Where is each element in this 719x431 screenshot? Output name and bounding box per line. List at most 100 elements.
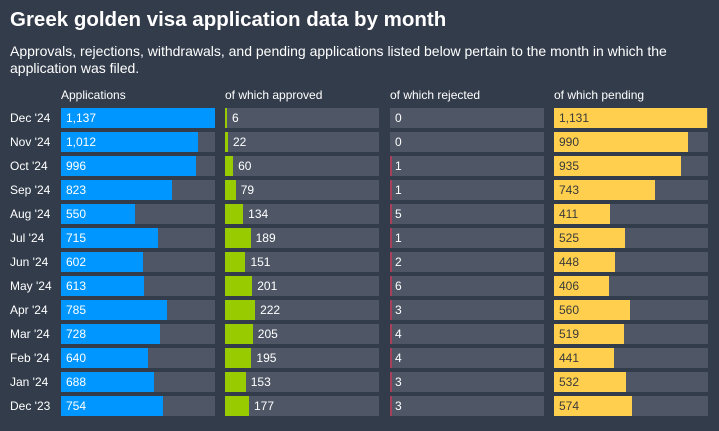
- bar: [225, 132, 228, 152]
- bar: [390, 300, 392, 320]
- bar-track: 823: [61, 180, 215, 200]
- bar: [390, 228, 392, 248]
- data-label: 5: [395, 207, 402, 221]
- row-label: Jul '24: [10, 231, 45, 245]
- bar-track: 151: [225, 252, 379, 272]
- bar-track: 2: [390, 252, 544, 272]
- bar-track: 688: [61, 372, 215, 392]
- data-label: 550: [66, 207, 87, 221]
- bar-track: 519: [554, 324, 708, 344]
- bar-track: 0: [390, 108, 544, 128]
- bar-track: 448: [554, 252, 708, 272]
- bar: [554, 324, 625, 344]
- bar-track: 574: [554, 396, 708, 416]
- bar: [390, 276, 392, 296]
- data-label: 688: [66, 375, 87, 389]
- bar-track: 441: [554, 348, 708, 368]
- bar: [390, 324, 392, 344]
- bar-track: 6: [390, 276, 544, 296]
- bar: [225, 372, 246, 392]
- bar-track: 743: [554, 180, 708, 200]
- bar-track: 6: [225, 108, 379, 128]
- data-label: 195: [256, 351, 277, 365]
- data-label: 1,131: [559, 111, 590, 125]
- row-label: Nov '24: [10, 135, 51, 149]
- bar: [225, 228, 251, 248]
- row-label: Jun '24: [10, 255, 49, 269]
- bar: [61, 180, 173, 200]
- bar: [554, 132, 689, 152]
- data-label: 574: [559, 399, 580, 413]
- data-label: 935: [559, 159, 580, 173]
- bar: [61, 204, 136, 224]
- bar-track: 1: [390, 180, 544, 200]
- bar-track: 785: [61, 300, 215, 320]
- bar: [554, 180, 655, 200]
- bar: [225, 204, 244, 224]
- chart-subtitle: Approvals, rejections, withdrawals, and …: [10, 43, 667, 76]
- bar: [225, 252, 246, 272]
- data-label: 532: [559, 375, 580, 389]
- bar-track: 728: [61, 324, 215, 344]
- bar: [554, 276, 609, 296]
- data-label: 1: [395, 231, 402, 245]
- bar-track: 60: [225, 156, 379, 176]
- bar-track: 177: [225, 396, 379, 416]
- bar: [61, 372, 155, 392]
- bar: [390, 372, 392, 392]
- data-label: 2: [395, 255, 402, 269]
- data-label: 990: [559, 135, 580, 149]
- data-label: 743: [559, 183, 580, 197]
- bar-track: 1: [390, 156, 544, 176]
- bar-track: 411: [554, 204, 708, 224]
- data-label: 60: [238, 159, 252, 173]
- bar: [554, 396, 632, 416]
- data-label: 823: [66, 183, 87, 197]
- bar-track: 22: [225, 132, 379, 152]
- row-label: Oct '24: [10, 159, 48, 173]
- data-label: 3: [395, 375, 402, 389]
- bar-track: 3: [390, 396, 544, 416]
- bar-track: 5: [390, 204, 544, 224]
- data-label: 4: [395, 351, 402, 365]
- data-label: 134: [248, 207, 269, 221]
- data-label: 519: [559, 327, 580, 341]
- bar: [390, 252, 392, 272]
- bar-track: 1,131: [554, 108, 708, 128]
- bar: [554, 348, 614, 368]
- data-label: 640: [66, 351, 87, 365]
- data-label: 153: [250, 375, 271, 389]
- data-label: 441: [559, 351, 580, 365]
- bar: [554, 228, 626, 248]
- bar: [225, 276, 253, 296]
- data-label: 1: [395, 183, 402, 197]
- bar: [390, 156, 392, 176]
- data-label: 0: [395, 111, 402, 125]
- bar: [61, 252, 143, 272]
- bar-track: 640: [61, 348, 215, 368]
- bar-track: 602: [61, 252, 215, 272]
- data-label: 3: [395, 303, 402, 317]
- bar-track: 3: [390, 372, 544, 392]
- row-label: Apr '24: [10, 303, 48, 317]
- bar: [61, 132, 199, 152]
- data-label: 22: [232, 135, 247, 149]
- bar: [390, 396, 392, 416]
- row-label: Dec '23: [10, 399, 51, 413]
- bar-track: 996: [61, 156, 215, 176]
- bar-track: 201: [225, 276, 379, 296]
- data-label: 189: [255, 231, 276, 245]
- bar-track: 189: [225, 228, 379, 248]
- row-label: Aug '24: [10, 207, 51, 221]
- bar-track: 134: [225, 204, 379, 224]
- bar-track: 754: [61, 396, 215, 416]
- bar-track: 0: [390, 132, 544, 152]
- data-label: 996: [66, 159, 87, 173]
- bar-track: 4: [390, 348, 544, 368]
- row-label: Sep '24: [10, 183, 51, 197]
- data-label: 560: [559, 303, 580, 317]
- data-label: 151: [250, 255, 271, 269]
- bar-track: 4: [390, 324, 544, 344]
- bar-track: 1,137: [61, 108, 215, 128]
- data-label: 205: [257, 327, 278, 341]
